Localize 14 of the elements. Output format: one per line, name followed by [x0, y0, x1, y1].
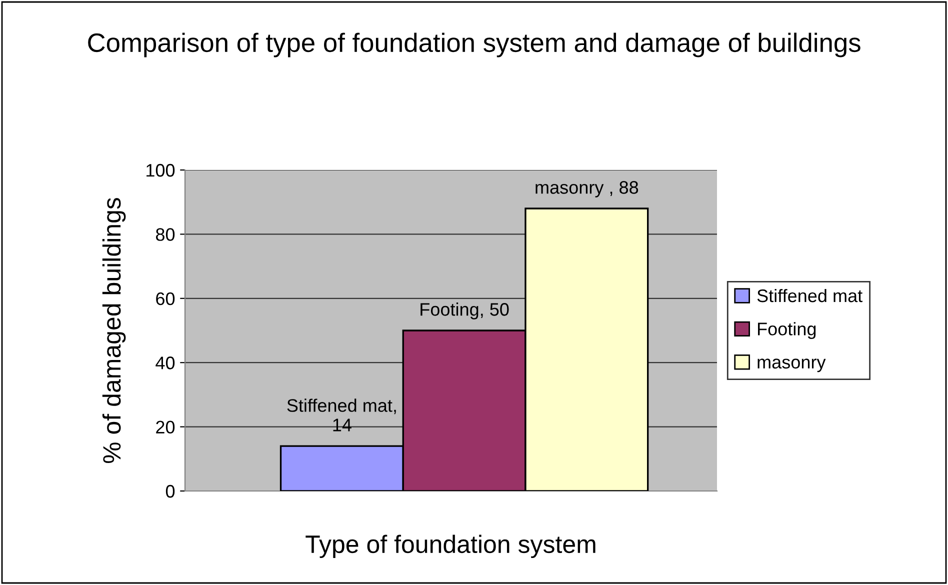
legend-label: Footing	[758, 322, 816, 339]
y-tick-label: 60	[156, 292, 175, 306]
legend-label: Stiffened mat	[757, 288, 862, 302]
chart-title: Comparison of type of foundation system and damage of buildings	[88, 32, 860, 58]
y-tick-label: 40	[156, 356, 175, 370]
y-tick-label: 0	[166, 484, 175, 498]
y-axis-title: % of damaged buildings	[102, 198, 126, 464]
data-label: Footing, 50	[420, 302, 509, 320]
legend-label: masonry	[758, 358, 826, 372]
y-tick-label: 20	[156, 420, 175, 434]
y-tick-label: 80	[156, 228, 175, 241]
data-label: masonry , 88	[536, 181, 638, 198]
y-tick-label: 100	[146, 164, 175, 177]
x-axis-title: Type of foundation system	[306, 534, 596, 558]
